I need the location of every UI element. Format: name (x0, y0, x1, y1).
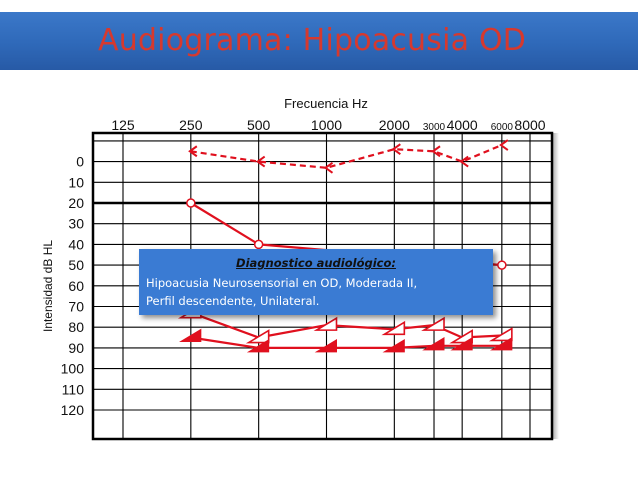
point-triangle-open (421, 316, 445, 331)
y-tick-label: 50 (68, 257, 84, 273)
point-arrow (459, 155, 469, 168)
point-circle (186, 198, 196, 208)
point-triangle-filled (246, 339, 270, 353)
point-arrow (431, 145, 441, 158)
y-tick-labels: 0 10 20 30 40 50 60 70 80 90 100 110 120 (61, 154, 85, 418)
y-tick-label: 60 (68, 278, 84, 294)
point-arrow (188, 145, 198, 158)
diagnosis-heading: Diagnostico audiológico: (236, 256, 396, 270)
slide-title-bar: Audiograma: Hipoacusia OD (0, 12, 638, 70)
diagnosis-line-2: Perfil descendente, Unilateral. (146, 294, 320, 308)
y-tick-label: 80 (68, 319, 84, 335)
point-triangle-filled (382, 339, 405, 353)
y-tick-label: 40 (68, 236, 84, 252)
plot-frame (91, 131, 554, 441)
point-triangle-filled (179, 328, 202, 343)
point-arrow (323, 161, 334, 174)
point-circle (497, 260, 507, 270)
y-tick-label: 20 (68, 195, 84, 211)
y-axis-title: Intensidad dB HL (41, 240, 55, 332)
point-triangle-open (488, 327, 513, 342)
x-tick-label: 2000 (379, 117, 410, 133)
x-tick-label: 1000 (311, 117, 342, 133)
y-tick-label: 110 (62, 381, 85, 397)
y-tick-label: 10 (68, 174, 84, 190)
series-triangle-filled (179, 328, 513, 353)
point-arrow (255, 155, 266, 168)
y-tick-label: 0 (76, 154, 84, 170)
point-arrow (391, 143, 401, 155)
point-circle (253, 239, 264, 250)
point-triangle-filled (422, 336, 445, 351)
diagnosis-line-1: Hipoacusia Neurosensorial en OD, Moderad… (146, 276, 418, 290)
point-triangle-open (313, 316, 338, 331)
point-arrow (499, 139, 509, 151)
x-tick-label: 4000 (447, 117, 478, 133)
x-tick-label: 8000 (514, 117, 545, 133)
x-tick-label: 6000 (491, 122, 514, 133)
x-tick-label: 3000 (423, 122, 446, 133)
x-tick-label: 500 (247, 117, 271, 133)
y-tick-label: 120 (61, 402, 85, 418)
point-triangle-filled (314, 339, 337, 353)
x-axis-title: Frecuencia Hz (284, 96, 368, 111)
series-arrow-left (188, 139, 509, 174)
point-triangle-open (381, 320, 406, 336)
x-tick-labels: 125 250 500 1000 2000 3000 4000 6000 8000 (111, 117, 545, 133)
plot-shadow (552, 133, 559, 439)
point-triangle-open (449, 329, 473, 344)
point-triangle-open (245, 329, 270, 344)
diagnosis-box: Diagnostico audiológico: Hipoacusia Neur… (139, 249, 493, 315)
y-tick-label: 30 (68, 216, 84, 232)
x-tick-label: 250 (179, 117, 203, 133)
point-triangle-filled (490, 336, 513, 351)
y-tick-label: 100 (61, 361, 85, 377)
slide-title: Audiograma: Hipoacusia OD (98, 23, 527, 58)
x-tick-label: 125 (111, 117, 135, 133)
series (177, 139, 513, 353)
y-tick-label: 90 (68, 340, 84, 356)
grid (91, 131, 554, 441)
y-tick-label: 70 (68, 299, 84, 315)
point-triangle-filled (450, 336, 473, 351)
